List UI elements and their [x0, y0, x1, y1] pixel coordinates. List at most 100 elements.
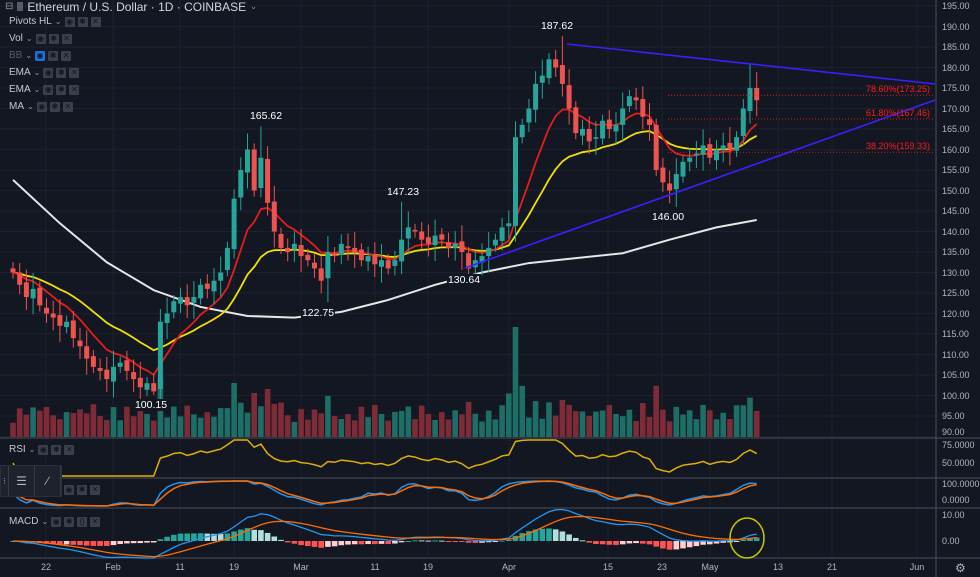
macd-histogram-bar [673, 541, 680, 550]
chevron-down-icon[interactable]: ⌄ [27, 102, 34, 111]
close-icon[interactable]: ✕ [61, 50, 72, 61]
volume-bar [720, 412, 726, 437]
indicator-row-ema: EMA ⌄ ◉ ✱ ✕ [9, 81, 257, 98]
gear-icon[interactable]: ✱ [77, 16, 88, 27]
close-icon[interactable]: ✕ [64, 444, 75, 455]
symbol-flag-icon [17, 2, 24, 11]
pivot-label: 130.64 [446, 274, 482, 286]
volume-bar [546, 402, 552, 437]
volume-bar [278, 402, 284, 437]
candle-body [278, 233, 284, 248]
volume-bar [238, 402, 244, 437]
close-icon[interactable]: ✕ [69, 84, 80, 95]
eye-icon[interactable]: ◉ [43, 84, 54, 95]
candle-body [459, 241, 465, 252]
volume-bar [224, 408, 231, 437]
candle-body [673, 174, 679, 190]
indicator-label[interactable]: EMA [9, 67, 31, 78]
close-icon[interactable]: ✕ [61, 33, 72, 44]
eye-icon[interactable]: ◉ [35, 50, 46, 61]
macd-histogram-bar [552, 529, 559, 541]
candle-body [10, 268, 16, 273]
collapse-icon[interactable]: ⊟ [5, 1, 14, 12]
candle-body [97, 368, 103, 371]
volume-bar [398, 410, 405, 437]
volume-bar [23, 414, 30, 437]
drag-handle-icon[interactable]: ⋮ [1, 466, 9, 496]
candle-body [84, 346, 90, 359]
eye-icon[interactable]: ◉ [38, 444, 49, 455]
settings-gear-icon[interactable]: ⚙ [955, 561, 966, 575]
volume-bar [727, 418, 733, 437]
volume-bar [653, 385, 659, 437]
indicator-label[interactable]: Vol [9, 33, 23, 44]
price-axis-label: 195.00 [942, 1, 970, 11]
gear-icon[interactable]: ✱ [48, 33, 59, 44]
eye-icon[interactable]: ◉ [51, 516, 62, 527]
macd-histogram-bar [351, 541, 358, 545]
macd-histogram-bar [459, 541, 465, 542]
close-icon[interactable]: ✕ [69, 67, 80, 78]
chevron-down-icon[interactable]: ⌄ [250, 2, 257, 11]
macd-histogram-bar [318, 541, 324, 548]
candle-body [178, 297, 183, 304]
price-axis-label: 110.00 [942, 349, 969, 360]
chevron-down-icon[interactable]: ⌄ [54, 17, 62, 26]
price-axis-label: 190.00 [942, 21, 970, 32]
candle-body [224, 247, 230, 271]
price-axis-label: 185.00 [942, 42, 970, 52]
close-icon[interactable]: ✕ [90, 516, 101, 527]
macd-histogram-bar [506, 539, 512, 541]
candle-body [633, 97, 639, 101]
gear-icon[interactable]: ✱ [48, 50, 59, 61]
eye-icon[interactable]: ◉ [43, 67, 54, 78]
eye-icon[interactable]: ◉ [35, 33, 46, 44]
price-axis-label: 120.00 [942, 308, 970, 319]
candle-body [714, 149, 719, 161]
volume-bar [646, 416, 653, 437]
rsi-axis-label: 50.0000 [942, 458, 975, 468]
indicator-label[interactable]: BB [9, 50, 23, 61]
symbol-title[interactable]: Ethereum / U.S. Dollar · 1D · COINBASE [27, 0, 247, 14]
gear-icon[interactable]: ✱ [51, 444, 62, 455]
chevron-down-icon[interactable]: ⌄ [28, 445, 36, 454]
volume-bar [284, 415, 291, 437]
gear-icon[interactable]: ✱ [77, 485, 87, 495]
gear-icon[interactable]: ✱ [56, 67, 67, 78]
settings-lines-icon[interactable]: ☰ [9, 466, 35, 496]
close-icon[interactable]: ✕ [62, 101, 73, 112]
chevron-down-icon[interactable]: ⌄ [25, 34, 33, 43]
macd-histogram-bar [686, 541, 693, 548]
gear-icon[interactable]: ✱ [64, 516, 75, 527]
volume-bar [613, 413, 619, 437]
chevron-down-icon[interactable]: ⌄ [33, 68, 41, 77]
volume-bar [593, 411, 599, 437]
gear-icon[interactable]: ✱ [56, 84, 67, 95]
volume-bar [211, 416, 217, 437]
chevron-down-icon[interactable]: ⌄ [25, 51, 33, 60]
indicator-label[interactable]: EMA [9, 84, 31, 95]
eye-icon[interactable]: ◉ [36, 101, 47, 112]
eye-icon[interactable]: ◉ [64, 16, 75, 27]
eye-icon[interactable]: ◉ [64, 485, 74, 495]
rsi-label[interactable]: RSI [9, 444, 26, 455]
trendline-tool-icon[interactable]: ⁄ [35, 466, 61, 496]
macd-histogram-bar [137, 541, 144, 544]
close-icon[interactable]: ✕ [90, 16, 101, 27]
candle-body [620, 108, 626, 125]
braces-icon[interactable]: {} [77, 516, 88, 527]
indicator-row-ema: EMA ⌄ ◉ ✱ ✕ [9, 64, 257, 81]
price-axis-label: 180.00 [942, 62, 970, 73]
macd-histogram-bar [573, 537, 579, 541]
indicator-label[interactable]: MA [9, 101, 24, 112]
macd-histogram-bar [472, 541, 479, 543]
chevron-down-icon[interactable]: ⌄ [41, 517, 49, 526]
volume-bar [666, 421, 673, 437]
close-icon[interactable]: ✕ [90, 485, 100, 495]
candle-body [425, 237, 431, 244]
gear-icon[interactable]: ✱ [49, 101, 60, 112]
indicator-label[interactable]: Pivots HL [9, 16, 52, 27]
macd-label[interactable]: MACD [9, 516, 39, 527]
chevron-down-icon[interactable]: ⌄ [33, 85, 41, 94]
